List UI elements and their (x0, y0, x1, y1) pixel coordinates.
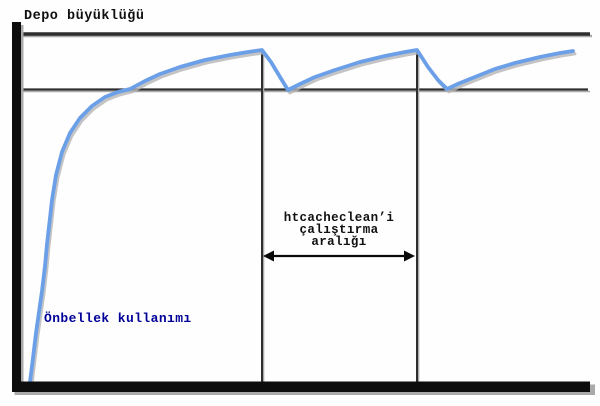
cleanup-interval-label: htcacheclean’i çalıştırma aralığı (283, 211, 395, 249)
y-axis-bar (12, 22, 21, 392)
y-axis-title: Depo büyüklüğü (24, 9, 145, 24)
x-axis-bar (12, 381, 590, 392)
cache-usage-curve (27, 48, 575, 392)
cache-usage-label: Önbellek kullanımı (44, 311, 192, 326)
interval-arrow-left-head (263, 250, 274, 262)
interval-arrow-right-head (404, 250, 415, 262)
